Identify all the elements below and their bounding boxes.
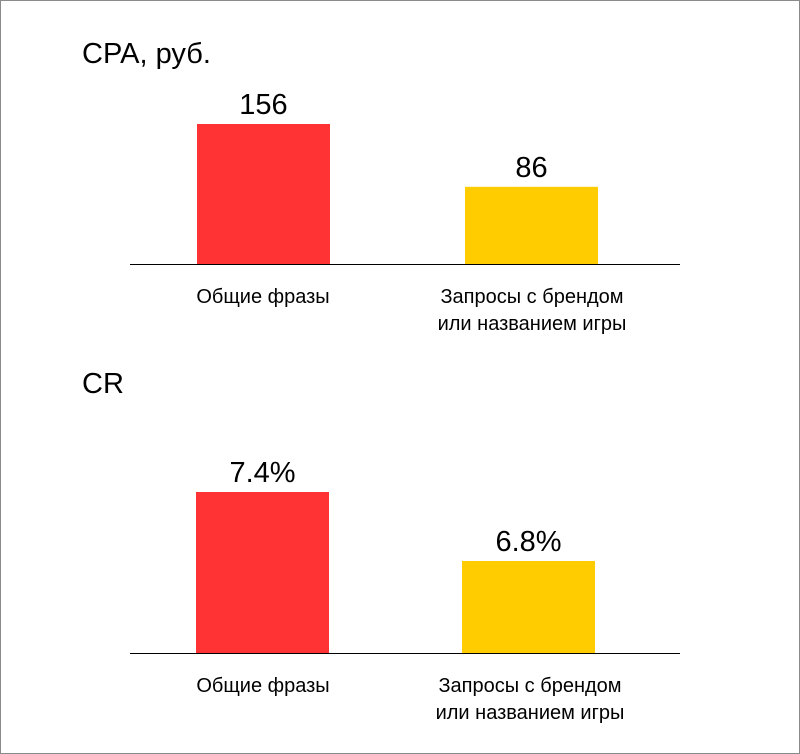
bar-0 bbox=[197, 124, 330, 264]
value-label-1: 86 bbox=[515, 152, 547, 184]
category-label-general: Общие фразы bbox=[196, 286, 330, 308]
bar-1 bbox=[465, 186, 598, 264]
bar-1 bbox=[462, 561, 595, 653]
category-label-brand: Запросы с брендом или названием игры bbox=[435, 675, 625, 724]
cr-chart-plot: 7.4% 6.8% bbox=[130, 457, 680, 654]
value-label-0: 156 bbox=[239, 89, 287, 121]
bar-0 bbox=[196, 492, 329, 653]
category-label-general: Общие фразы bbox=[196, 675, 330, 697]
value-label-1: 6.8% bbox=[495, 526, 561, 558]
cpa-chart-plot: 156 86 bbox=[130, 89, 680, 265]
chart-title: CPA, руб. bbox=[82, 38, 211, 70]
category-label-brand: Запросы с брендом или названием игры bbox=[437, 286, 627, 335]
chart-title: CR bbox=[82, 368, 124, 400]
value-label-0: 7.4% bbox=[229, 457, 295, 489]
